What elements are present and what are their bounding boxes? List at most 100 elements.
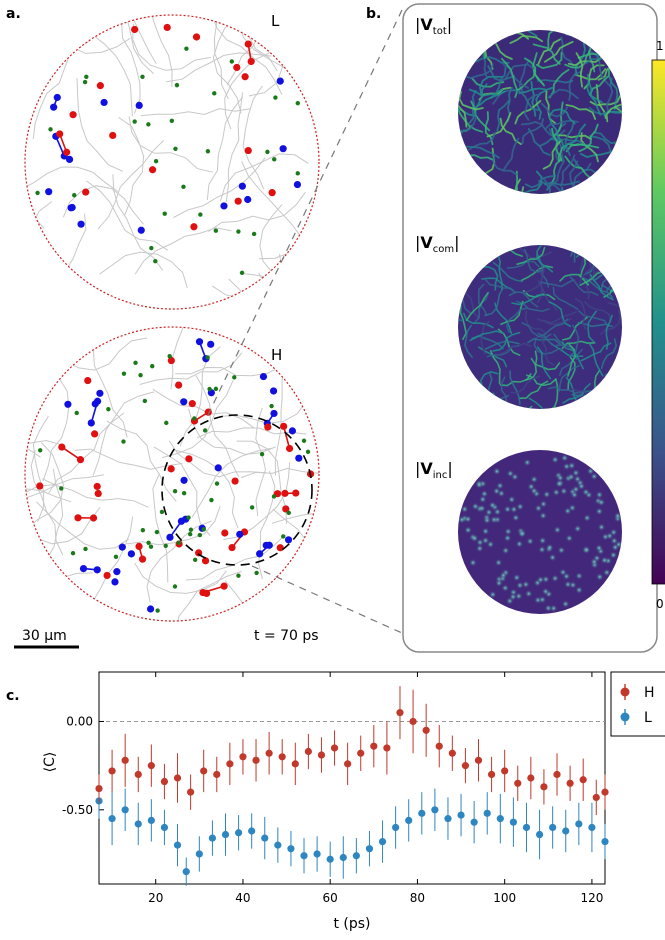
vortex (270, 410, 277, 417)
vortex-core-spot (546, 543, 554, 551)
x-tick-label: 20 (148, 891, 163, 905)
tracer-green (215, 481, 219, 485)
tracer-green (192, 416, 196, 420)
vortex-core-spot (513, 574, 521, 582)
legend-L-marker (621, 713, 630, 722)
vortex-core-spot (526, 537, 534, 545)
point-L (183, 868, 190, 875)
tracer-green (170, 119, 174, 123)
vortex (281, 490, 288, 497)
point-H (213, 771, 220, 778)
vortex-blue (239, 183, 246, 190)
tracer-green (138, 373, 142, 377)
streamline (259, 273, 357, 305)
point-H (514, 780, 521, 787)
vortex-red (221, 529, 228, 536)
vortex-blue (128, 550, 135, 557)
vortex-core-spot (549, 553, 557, 561)
point-L (174, 842, 181, 849)
tracer-green (181, 185, 185, 189)
point-L (379, 838, 386, 845)
legend-L-label: L (644, 710, 652, 726)
vortex-core-spot (553, 526, 561, 534)
vortex-red (190, 223, 197, 230)
streamline (0, 17, 26, 74)
tracer-green (83, 80, 87, 84)
vortex-core-spot (577, 482, 585, 490)
vortex-blue (295, 455, 302, 462)
point-H (567, 780, 574, 787)
tracer-green (184, 46, 188, 50)
vortex-core-spot (464, 526, 472, 534)
point-L (431, 806, 438, 813)
tracer-green (260, 452, 264, 456)
vortex-core-spot (493, 487, 501, 495)
vortex-blue (64, 401, 71, 408)
point-H (108, 767, 115, 774)
vortex-core-spot (518, 530, 526, 538)
vortex-core-spot (516, 581, 524, 589)
vortex-core-spot (476, 544, 484, 552)
vortex-core-spot (552, 488, 560, 496)
vortex-red (97, 82, 104, 89)
point-L (248, 827, 255, 834)
vortex (50, 104, 57, 111)
tracer-green (160, 510, 164, 514)
tracer-green (296, 101, 300, 105)
tracer-green (35, 191, 39, 195)
tracer-green (273, 95, 277, 99)
tracer-green (189, 528, 193, 532)
tracer-green (250, 505, 254, 509)
point-L (222, 831, 229, 838)
vortex (228, 544, 235, 551)
point-L (457, 812, 464, 819)
vortex-red (91, 430, 98, 437)
vortex-blue (180, 477, 187, 484)
vortex-blue (66, 156, 73, 163)
vortex-blue (138, 227, 145, 234)
x-tick-label: 100 (493, 891, 516, 905)
y-tick-label: 0.00 (66, 714, 93, 728)
legend-box (611, 672, 665, 736)
point-H (357, 750, 364, 757)
vortex-blue (285, 536, 292, 543)
tracer-green (240, 271, 244, 275)
tracer-green (177, 541, 181, 545)
panel-a-label: a. (6, 6, 21, 22)
point-L (405, 817, 412, 824)
vortex-blue (92, 400, 99, 407)
point-H (553, 771, 560, 778)
vortex-core-spot (482, 527, 490, 535)
vortex-red (189, 400, 196, 407)
point-H (318, 751, 325, 758)
vortex-core-spot (568, 462, 576, 470)
tracer-green (72, 193, 76, 197)
point-H (449, 750, 456, 757)
vortex-core-spot (469, 559, 477, 567)
tracer-green (296, 171, 300, 175)
vortex-core-spot (493, 467, 501, 475)
vortex-core-spot (583, 546, 591, 554)
vortex-red (269, 189, 276, 196)
tracer-green (164, 544, 168, 548)
scale-bar-label: 30 µm (22, 628, 67, 644)
point-H (331, 744, 338, 751)
vortex-blue (180, 398, 187, 405)
vortex-blue (100, 99, 107, 106)
point-H (601, 789, 608, 796)
tracer-green (164, 421, 168, 425)
vortex-core-spot (471, 502, 479, 510)
colorbar-min: 0 (656, 597, 664, 611)
data-series (95, 686, 608, 886)
vortex-core-spot (572, 469, 580, 477)
vortex-core-spot (569, 581, 577, 589)
vortex-blue (289, 427, 296, 434)
point-L (300, 852, 307, 859)
x-tick-label: 120 (580, 891, 603, 905)
vortex (77, 456, 84, 463)
vortex-core-spot (600, 556, 608, 564)
streamline (279, 254, 301, 363)
vortex-blue (96, 390, 103, 397)
vortex-red (84, 377, 91, 384)
